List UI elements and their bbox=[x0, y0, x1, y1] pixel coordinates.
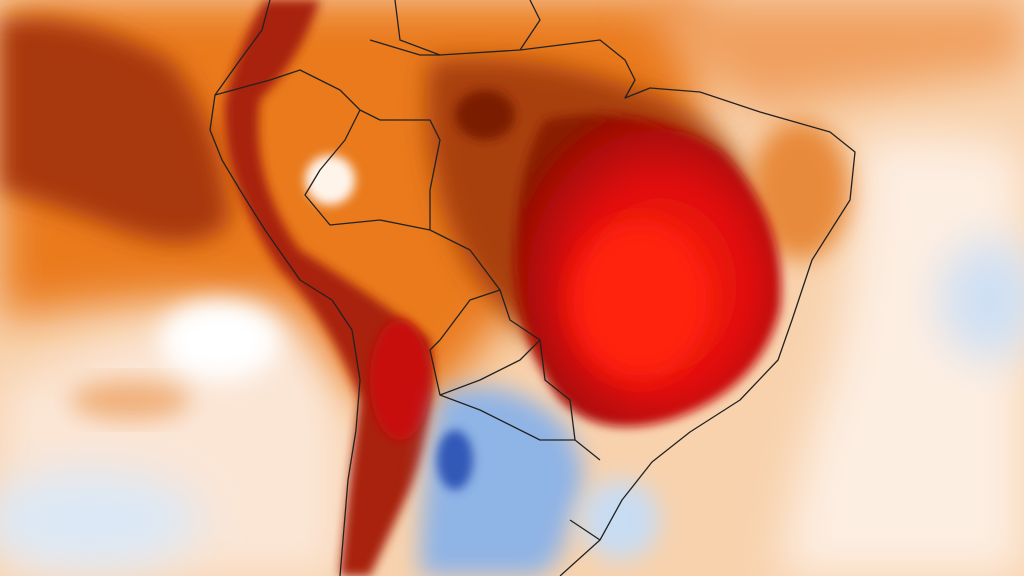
border bbox=[214, 69, 601, 461]
coastline bbox=[209, 0, 361, 576]
border bbox=[359, 109, 441, 230]
border bbox=[519, 0, 541, 51]
borders bbox=[209, 0, 856, 576]
coastline bbox=[394, 0, 856, 576]
border bbox=[439, 394, 575, 441]
border bbox=[429, 289, 541, 396]
border bbox=[569, 519, 601, 541]
border bbox=[369, 39, 440, 56]
